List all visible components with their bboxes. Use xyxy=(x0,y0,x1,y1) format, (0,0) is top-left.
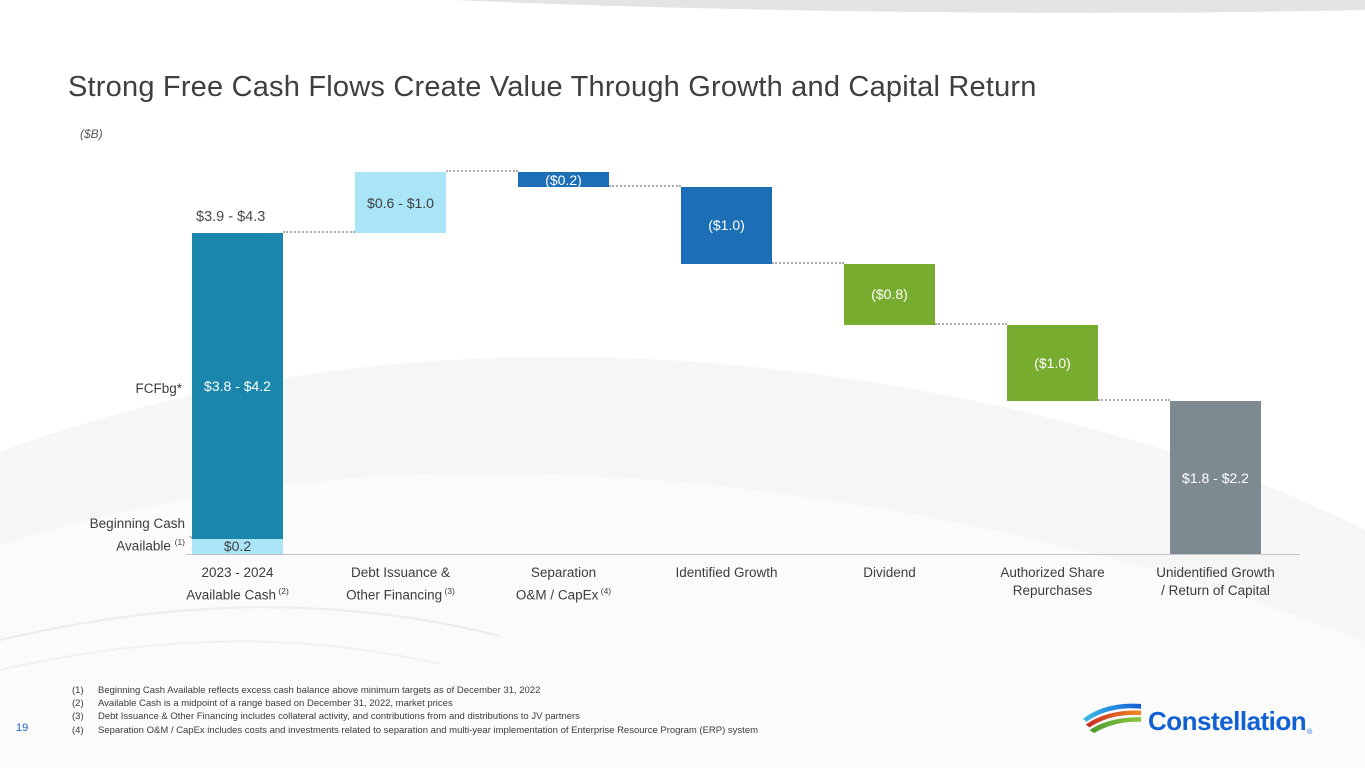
bar-value-label: $1.8 - $2.2 xyxy=(1182,469,1249,486)
constellation-wordmark: Constellation xyxy=(1148,705,1307,736)
waterfall-bar-unidentified-growth: $1.8 - $2.2 xyxy=(1170,401,1261,554)
category-label-6: Unidentified Growth / Return of Capital xyxy=(1156,565,1275,598)
beginning-cash-available-label: Beginning Cash Available (1) xyxy=(52,514,185,556)
footnote-1: (1) Beginning Cash Available reflects ex… xyxy=(72,684,758,697)
category-label-0: 2023 - 2024 Available Cash (2) xyxy=(186,565,289,603)
units-label: ($B) xyxy=(80,127,103,141)
waterfall-connector xyxy=(446,170,518,172)
x-axis-line xyxy=(186,554,1300,555)
waterfall-bar-debt-issuance: $0.6 - $1.0 xyxy=(355,172,446,234)
bar-value-label: $0.2 xyxy=(223,538,252,555)
waterfall-connector xyxy=(772,261,844,264)
footnote-text: Separation O&M / CapEx includes costs an… xyxy=(98,724,759,736)
waterfall-connector xyxy=(935,322,1007,325)
category-label-3: Identified Growth xyxy=(675,565,778,580)
bar-value-label: ($0.8) xyxy=(871,286,908,303)
footnote-text: Debt Issuance & Other Financing includes… xyxy=(98,711,580,723)
bar-value-label: ($1.0) xyxy=(1034,354,1071,371)
beginning-cash-line2: Available (1) xyxy=(116,537,185,554)
fcfbg-axis-label: FCFbg* xyxy=(135,381,182,396)
waterfall-bar-share-repurchases: ($1.0) xyxy=(1007,324,1098,402)
category-label-2: Separation O&M / CapEx (4) xyxy=(515,565,612,603)
constellation-logo-icon xyxy=(1082,703,1142,734)
bar-value-label: ($1.0) xyxy=(708,217,745,234)
waterfall-connector xyxy=(283,231,355,234)
footnote-number: (3) xyxy=(72,711,84,723)
footnote-number: (1) xyxy=(72,685,84,696)
registered-mark: ® xyxy=(1307,729,1313,736)
slide-title: Strong Free Cash Flows Create Value Thro… xyxy=(68,71,1037,104)
waterfall-bar-identified-growth: ($1.0) xyxy=(681,187,772,264)
footnote-2: (2) Available Cash is a midpoint of a ra… xyxy=(72,697,758,710)
category-label-4: Dividend xyxy=(863,565,916,580)
bar-value-label: $0.6 - $1.0 xyxy=(367,194,434,211)
footnote-number: (2) xyxy=(72,698,84,710)
category-label-1: Debt Issuance & Other Financing (3) xyxy=(346,565,455,603)
bar-value-label: $3.8 - $4.2 xyxy=(204,377,271,394)
category-label-5: Authorized Share Repurchases xyxy=(1000,565,1105,598)
waterfall-bar-separation-capex: ($0.2) xyxy=(518,171,609,188)
constellation-logo: Constellation ® xyxy=(1082,701,1312,741)
waterfall-bar-fcfbg: $3.8 - $4.2 xyxy=(192,233,283,539)
bar-value-label: ($0.2) xyxy=(545,171,582,188)
footnote-text: Beginning Cash Available reflects excess… xyxy=(98,685,541,696)
footnotes: (1) Beginning Cash Available reflects ex… xyxy=(72,684,758,737)
footnote-3: (3) Debt Issuance & Other Financing incl… xyxy=(72,710,758,723)
footnote-text: Available Cash is a midpoint of a range … xyxy=(98,698,453,710)
beginning-cash-line1: Beginning Cash xyxy=(89,516,185,531)
footnote-number: (4) xyxy=(72,724,84,736)
page-number: 19 xyxy=(16,722,29,734)
bar-top-label: $3.9 - $4.3 xyxy=(196,209,266,226)
waterfall-connector xyxy=(1098,399,1170,402)
waterfall-connector xyxy=(609,185,681,188)
footnote-4: (4) Separation O&M / CapEx includes cost… xyxy=(72,724,758,737)
waterfall-bar-dividend: ($0.8) xyxy=(844,263,935,325)
waterfall-bar-beginning-cash: $0.2 xyxy=(192,538,283,555)
